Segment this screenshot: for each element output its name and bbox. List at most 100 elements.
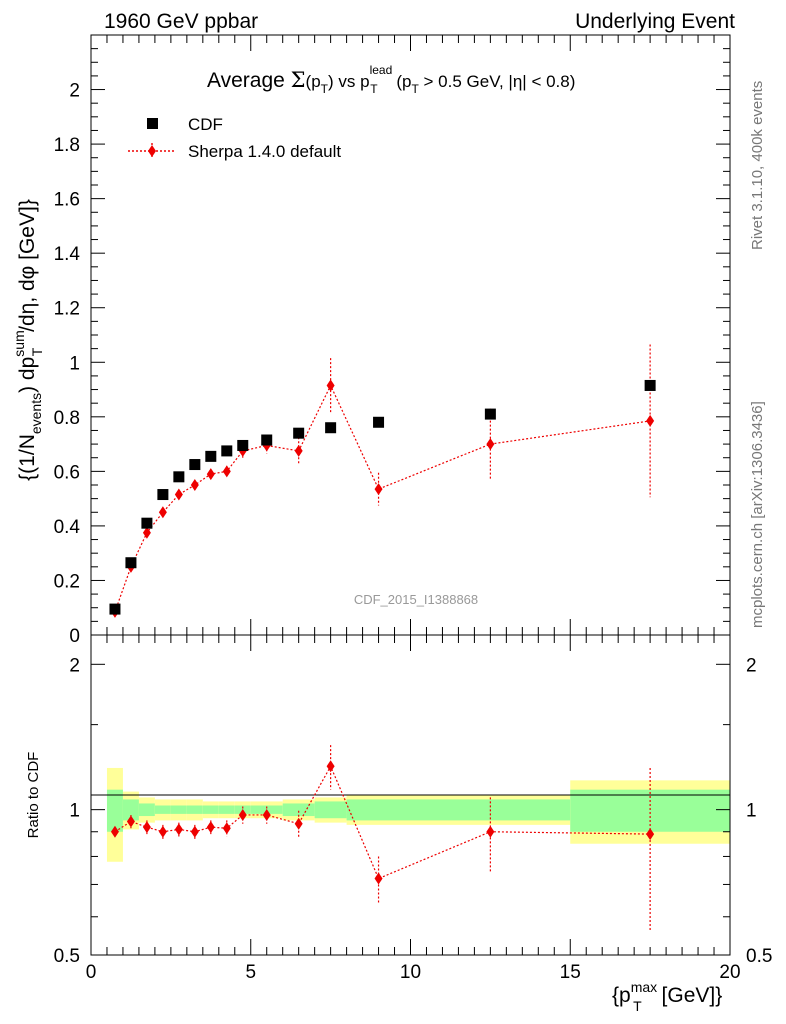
plot-title-cut-sub: T	[411, 82, 419, 96]
cdf-point	[157, 489, 169, 501]
x-axis-label: {pmax T [GeV]}	[612, 979, 722, 1014]
mc-point	[190, 479, 199, 491]
plot-title-arg-sub: T	[321, 82, 329, 96]
main-y-tick-label: 1	[69, 353, 80, 374]
ratio-y-tick-label-right: 2	[746, 655, 757, 676]
side-text-mcplots: mcplots.cern.ch [arXiv:1306.3436]	[749, 401, 766, 628]
main-axis-ticks	[90, 34, 731, 636]
xlabel-sub: T	[633, 998, 642, 1014]
mc-point	[222, 465, 231, 478]
ratio-mc-point	[110, 825, 119, 838]
ratio-uncertainty-bands	[106, 767, 730, 862]
header-right: Underlying Event	[575, 10, 735, 33]
x-tick-label: 0	[86, 962, 97, 983]
main-y-tick-label: 0.6	[54, 462, 80, 483]
x-tick-label: 15	[560, 962, 581, 983]
ratio-mc-point	[174, 823, 183, 836]
ratio-band-inner	[154, 805, 171, 814]
ratio-y-tick-label-right: 0.5	[746, 946, 772, 967]
ratio-mc-point	[190, 825, 199, 838]
x-tick-label: 5	[245, 962, 256, 983]
ratio-band-inner	[314, 801, 347, 819]
main-y-tick-label: 1.8	[54, 135, 80, 156]
ratio-mc-point	[238, 808, 247, 821]
main-y-tick-label: 0.4	[54, 517, 81, 538]
ratio-axis-ticks	[90, 635, 731, 956]
plot-title-lead-sup: lead	[370, 63, 393, 77]
mc-point	[374, 483, 383, 496]
ratio-y-tick-label-left: 0.5	[54, 946, 80, 967]
analysis-watermark: CDF_2015_I1388868	[354, 592, 478, 607]
mc-series-points	[110, 344, 655, 618]
mc-point	[294, 444, 303, 457]
cdf-point	[221, 445, 233, 457]
main-panel-frame	[90, 34, 731, 636]
mc-point	[646, 414, 655, 427]
cdf-point	[644, 379, 656, 391]
legend-mc-label: Sherpa 1.4.0 default	[188, 142, 341, 161]
cdf-point	[373, 416, 385, 428]
mc-point	[142, 526, 151, 539]
main-y-tick-label: 1.2	[54, 299, 80, 320]
main-y-tick-label: 1.4	[54, 244, 81, 265]
cdf-point	[189, 459, 201, 471]
main-y-tick-label: 1.6	[54, 190, 80, 211]
ylabel-sup2: sum	[11, 330, 27, 356]
x-tick-label: 20	[719, 962, 740, 983]
mc-point	[174, 488, 183, 501]
legend: CDF Sherpa 1.4.0 default	[128, 115, 341, 161]
ratio-mc-point	[326, 760, 335, 773]
y-axis-label-main: {(1/Nevents) dpsum T /dη, dφ [GeV]}	[11, 199, 45, 481]
plot-title-vs: vs p	[334, 72, 370, 91]
ratio-mc-points	[110, 745, 655, 932]
cdf-point	[237, 439, 249, 451]
ratio-mc-point	[222, 822, 231, 835]
y-axis-label-ratio: Ratio to CDF	[25, 752, 42, 839]
ratio-mc-point	[126, 815, 135, 828]
ylabel-sub1: events	[28, 393, 44, 434]
plot-title: Average Σ(pT) vs plead T (pT > 0.5 GeV, |…	[207, 63, 575, 96]
header-left: 1960 GeV ppbar	[104, 10, 258, 33]
cdf-point	[109, 603, 121, 615]
ratio-mc-point	[158, 825, 167, 838]
ratio-mc-point	[262, 808, 271, 821]
ratio-band-inner	[186, 805, 203, 814]
ratio-y-tick-labels: 0.5 0.5 1 1 2 2	[54, 655, 773, 967]
x-tick-labels: 0 5 10 15 20	[86, 962, 741, 983]
ratio-band-inner	[346, 799, 411, 821]
ratio-mc-point	[646, 828, 655, 841]
x-tick-label: 10	[400, 962, 421, 983]
cdf-point	[293, 427, 305, 439]
ratio-band-inner	[106, 789, 123, 832]
ratio-mc-point	[486, 825, 495, 838]
legend-cdf-label: CDF	[188, 115, 223, 134]
main-y-tick-label: 0.8	[54, 408, 80, 429]
ratio-mc-point	[374, 872, 383, 885]
ylabel-part2: ) dp	[16, 357, 39, 393]
mc-point	[206, 468, 215, 481]
main-y-tick-label: 0	[69, 626, 80, 647]
legend-mc-marker	[148, 145, 156, 157]
cdf-point	[125, 557, 137, 569]
plot-title-lead-sub: T	[370, 82, 378, 96]
ratio-y-tick-label-right: 1	[746, 801, 757, 822]
cdf-point	[141, 517, 153, 529]
cdf-point	[261, 434, 273, 446]
plot-title-arg-open: (p	[306, 72, 321, 91]
cdf-point	[173, 471, 185, 483]
ratio-band-inner	[170, 805, 187, 814]
ratio-band-inner	[202, 805, 219, 814]
main-y-tick-label: 2	[69, 81, 80, 102]
ratio-mc-point	[206, 821, 215, 834]
ratio-mc-point	[142, 821, 151, 834]
cdf-point	[325, 422, 337, 434]
ratio-band-inner	[138, 803, 155, 817]
xlabel-part2: [GeV]}	[656, 984, 723, 1007]
ratio-band-inner	[282, 803, 315, 817]
ylabel-sub2: T	[29, 347, 45, 356]
plot-title-sigma: Σ	[291, 68, 306, 92]
ratio-mc-point	[294, 817, 303, 830]
xlabel-sup: max	[631, 979, 657, 995]
mc-point	[158, 506, 167, 519]
